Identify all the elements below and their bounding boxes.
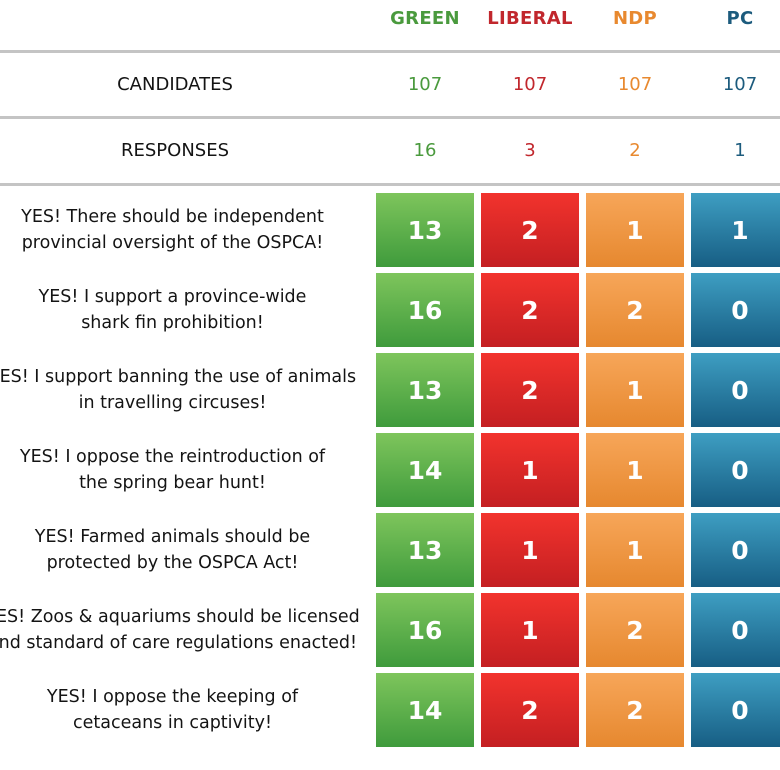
question-line: YES! I oppose the reintroduction of xyxy=(19,447,326,467)
question-line: in travelling circuses! xyxy=(78,393,267,413)
divider-line xyxy=(0,50,780,53)
question-line: YES! There should be independent xyxy=(21,207,324,227)
count-cell-pc: 1 xyxy=(691,193,780,267)
question-text: YES! I support banning the use of animal… xyxy=(0,364,356,416)
count-cell-green: 13 xyxy=(376,513,474,587)
party-header-pc: PC xyxy=(726,8,754,29)
question-label: YES! I oppose the keeping of cetaceans in… xyxy=(0,673,365,747)
count-cell-green: 13 xyxy=(376,193,474,267)
count-cell-liberal: 1 xyxy=(481,593,579,667)
count-cell-liberal: 1 xyxy=(481,433,579,507)
question-line: and standard of care regulations enacted… xyxy=(0,633,358,653)
question-label: YES! I support banning the use of animal… xyxy=(0,353,365,427)
count-cell-green: 16 xyxy=(376,593,474,667)
stat-value: 107 xyxy=(617,74,653,95)
count-cell-green: 16 xyxy=(376,273,474,347)
count-cell-green: 13 xyxy=(376,353,474,427)
question-label: YES! I support a province-wide shark fin … xyxy=(0,273,365,347)
count-cell-ndp: 1 xyxy=(586,193,684,267)
count-cell-pc: 0 xyxy=(691,273,780,347)
question-line: provincial oversight of the OSPCA! xyxy=(21,233,324,253)
divider-line xyxy=(0,116,780,119)
question-label: YES! I oppose the reintroduction of the s… xyxy=(0,433,365,507)
party-header-green: GREEN xyxy=(390,8,460,29)
question-label: YES! Farmed animals should be protected b… xyxy=(0,513,365,587)
count-cell-ndp: 2 xyxy=(586,273,684,347)
stat-value: 1 xyxy=(734,140,746,161)
stat-value: 16 xyxy=(413,140,437,161)
count-cell-pc: 0 xyxy=(691,433,780,507)
stat-value: 107 xyxy=(512,74,548,95)
stat-label-candidates: CANDIDATES xyxy=(117,74,233,95)
question-line: YES! Farmed animals should be xyxy=(34,527,311,547)
stat-value: 3 xyxy=(524,140,536,161)
count-cell-liberal: 2 xyxy=(481,193,579,267)
count-cell-ndp: 2 xyxy=(586,673,684,747)
stat-value: 107 xyxy=(722,74,758,95)
question-line: cetaceans in captivity! xyxy=(72,713,272,733)
question-line: YES! I support banning the use of animal… xyxy=(0,367,357,387)
question-line: shark fin prohibition! xyxy=(81,313,264,333)
question-line: YES! I oppose the keeping of xyxy=(46,687,299,707)
count-cell-liberal: 2 xyxy=(481,273,579,347)
question-line: YES! Zoos & aquariums should be licensed xyxy=(0,607,360,627)
stat-label-responses: RESPONSES xyxy=(120,140,230,161)
stat-value: 2 xyxy=(629,140,641,161)
question-text: YES! I oppose the reintroduction of the s… xyxy=(20,444,325,496)
count-cell-pc: 0 xyxy=(691,353,780,427)
question-line: the spring bear hunt! xyxy=(79,473,266,493)
count-cell-ndp: 2 xyxy=(586,593,684,667)
count-cell-ndp: 1 xyxy=(586,513,684,587)
count-cell-ndp: 1 xyxy=(586,353,684,427)
count-cell-liberal: 1 xyxy=(481,513,579,587)
count-cell-liberal: 2 xyxy=(481,673,579,747)
question-text: YES! Zoos & aquariums should be licensed… xyxy=(0,604,360,656)
party-header-ndp: NDP xyxy=(612,8,658,29)
question-text: YES! I oppose the keeping of cetaceans in… xyxy=(47,684,298,736)
count-cell-pc: 0 xyxy=(691,673,780,747)
question-text: YES! Farmed animals should be protected b… xyxy=(35,524,310,576)
question-line: YES! I support a province-wide xyxy=(38,287,307,307)
stat-value: 107 xyxy=(407,74,443,95)
count-cell-liberal: 2 xyxy=(481,353,579,427)
question-label: YES! Zoos & aquariums should be licensed… xyxy=(0,593,365,667)
question-text: YES! There should be independent provinci… xyxy=(21,204,324,256)
count-cell-pc: 0 xyxy=(691,593,780,667)
party-header-liberal: LIBERAL xyxy=(487,8,573,29)
count-cell-pc: 0 xyxy=(691,513,780,587)
question-line: protected by the OSPCA Act! xyxy=(46,553,299,573)
count-cell-green: 14 xyxy=(376,673,474,747)
count-cell-ndp: 1 xyxy=(586,433,684,507)
count-cell-green: 14 xyxy=(376,433,474,507)
question-label: YES! There should be independent provinci… xyxy=(0,193,365,267)
question-text: YES! I support a province-wide shark fin … xyxy=(39,284,307,336)
divider-line xyxy=(0,183,780,186)
